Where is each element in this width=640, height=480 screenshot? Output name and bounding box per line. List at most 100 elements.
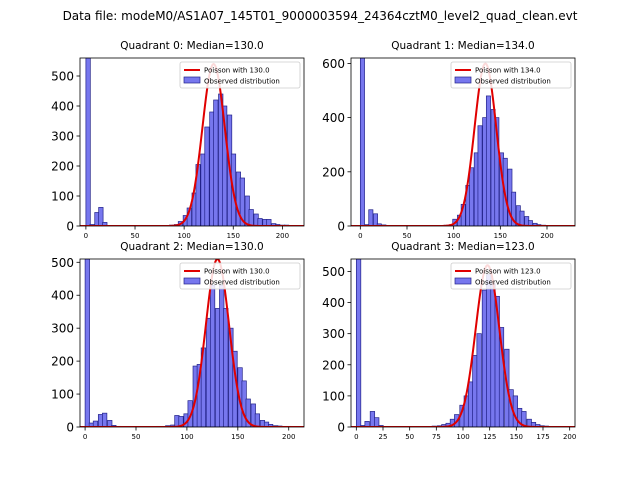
subplot-quadrant-1: Quadrant 1: Median=134.0 0 50 100 150 200 0 200… bbox=[322, 40, 576, 240]
subplot-quadrant-3: Quadrant 3: Median=123.0 0 25 50 75 100 125 150… bbox=[322, 241, 576, 441]
y-tick-label: 300 bbox=[51, 322, 74, 336]
histogram-bar bbox=[178, 416, 184, 427]
x-tick-label: 200 bbox=[276, 232, 289, 240]
histogram-bar bbox=[494, 117, 500, 226]
histogram-bar bbox=[355, 259, 362, 427]
y-tick-label: 100 bbox=[51, 388, 74, 402]
subplot-title: Quadrant 0: Median=130.0 bbox=[120, 40, 263, 52]
x-tick-label: 0 bbox=[83, 433, 87, 441]
histogram-bar bbox=[248, 209, 254, 226]
y-tick-label: 200 bbox=[322, 358, 345, 372]
legend-line-label: Poisson with 130.0 bbox=[204, 268, 270, 276]
histogram-bar bbox=[84, 259, 90, 427]
histogram-bar bbox=[485, 95, 491, 226]
legend-bar-label: Observed distribution bbox=[204, 279, 280, 287]
histogram-bar bbox=[521, 411, 527, 427]
histogram-bar bbox=[85, 58, 91, 226]
histogram-bar bbox=[486, 274, 492, 427]
y-tick-label: 100 bbox=[51, 190, 74, 204]
axes-frame bbox=[79, 258, 305, 428]
subplot-title: Quadrant 2: Median=130.0 bbox=[120, 241, 263, 253]
axes-frame bbox=[350, 57, 576, 227]
legend-line-label: Poisson with 123.0 bbox=[475, 268, 541, 276]
histogram-bar bbox=[467, 381, 474, 427]
histogram-bar bbox=[187, 400, 193, 427]
x-tick-label: 200 bbox=[563, 433, 576, 441]
subplot-quadrant-2: Quadrant 2: Median=130.0 0 50 100 150 200 0 100… bbox=[51, 241, 305, 441]
y-tick-label: 600 bbox=[322, 57, 345, 71]
legend-box bbox=[179, 61, 301, 89]
x-tick-label: 100 bbox=[447, 232, 460, 240]
plot-area bbox=[80, 259, 304, 427]
histogram-bar bbox=[257, 218, 263, 226]
legend-bar-label: Observed distribution bbox=[204, 78, 280, 86]
y-tick-label: 400 bbox=[51, 289, 74, 303]
legend-box bbox=[450, 61, 572, 89]
y-tick-label: 500 bbox=[322, 265, 345, 279]
figure-suptitle: Data file: modeM0/AS1A07_145T01_90000035… bbox=[63, 9, 578, 23]
x-tick-label: 75 bbox=[432, 433, 441, 441]
plot-area bbox=[80, 58, 304, 226]
y-tick-label: 200 bbox=[51, 355, 74, 369]
x-tick-label: 200 bbox=[282, 433, 295, 441]
histogram-bar bbox=[476, 333, 482, 427]
poisson-curve bbox=[351, 62, 575, 226]
poisson-curve bbox=[80, 62, 304, 226]
y-tick-label: 0 bbox=[66, 220, 74, 234]
legend-bar-label: Observed distribution bbox=[475, 78, 551, 86]
subplot-quadrant-0: Quadrant 0: Median=130.0 0 50 100 150 200 0 100… bbox=[51, 40, 305, 240]
histogram-bar bbox=[204, 126, 210, 226]
histogram-bar bbox=[519, 210, 525, 226]
x-tick-label: 100 bbox=[456, 433, 469, 441]
y-tick-label: 0 bbox=[337, 421, 345, 435]
histogram-bar bbox=[368, 209, 374, 226]
poisson-curve bbox=[351, 264, 575, 427]
histogram-bar bbox=[254, 413, 260, 427]
y-tick-label: 500 bbox=[51, 70, 74, 84]
x-tick-label: 200 bbox=[540, 232, 553, 240]
x-tick-label: 175 bbox=[536, 433, 549, 441]
histogram-bar bbox=[102, 412, 108, 427]
histogram-bar bbox=[223, 308, 229, 427]
plot-area bbox=[351, 58, 575, 226]
histogram-bar bbox=[376, 223, 382, 226]
x-tick-label: 25 bbox=[379, 433, 388, 441]
legend-box bbox=[450, 262, 572, 290]
histogram-bar bbox=[359, 58, 365, 226]
legend-bar-swatch bbox=[183, 277, 201, 285]
y-tick-label: 500 bbox=[51, 256, 74, 270]
histogram-bar bbox=[481, 289, 488, 427]
x-tick-label: 50 bbox=[131, 232, 140, 240]
histogram-bar bbox=[107, 420, 113, 427]
subplot-title: Quadrant 3: Median=123.0 bbox=[391, 241, 534, 253]
y-tick-label: 400 bbox=[322, 111, 345, 125]
histogram-bar bbox=[469, 167, 475, 226]
histogram-bar bbox=[268, 424, 274, 427]
histogram-bar bbox=[213, 99, 219, 226]
y-tick-label: 0 bbox=[66, 421, 74, 435]
y-tick-label: 0 bbox=[337, 220, 345, 234]
x-tick-label: 150 bbox=[227, 232, 240, 240]
x-tick-label: 0 bbox=[354, 433, 358, 441]
x-tick-label: 50 bbox=[405, 433, 414, 441]
legend-box bbox=[179, 262, 301, 290]
y-tick-label: 200 bbox=[51, 160, 74, 174]
y-tick-label: 300 bbox=[322, 327, 345, 341]
legend-line-label: Poisson with 130.0 bbox=[204, 67, 270, 75]
x-tick-label: 100 bbox=[177, 232, 190, 240]
histogram-bar bbox=[239, 177, 245, 226]
y-tick-label: 300 bbox=[51, 130, 74, 144]
histogram-bar bbox=[472, 355, 478, 427]
subplot-title: Quadrant 1: Median=134.0 bbox=[391, 40, 534, 52]
histogram-bar bbox=[490, 283, 496, 427]
legend-bar-swatch bbox=[454, 76, 472, 84]
x-tick-label: 50 bbox=[403, 232, 412, 240]
histogram-bar bbox=[245, 398, 251, 427]
x-tick-label: 150 bbox=[510, 433, 523, 441]
histogram-bar bbox=[209, 285, 216, 427]
x-tick-label: 50 bbox=[132, 433, 141, 441]
histogram-bar bbox=[477, 125, 483, 226]
y-tick-label: 200 bbox=[322, 165, 345, 179]
x-tick-label: 150 bbox=[231, 433, 244, 441]
